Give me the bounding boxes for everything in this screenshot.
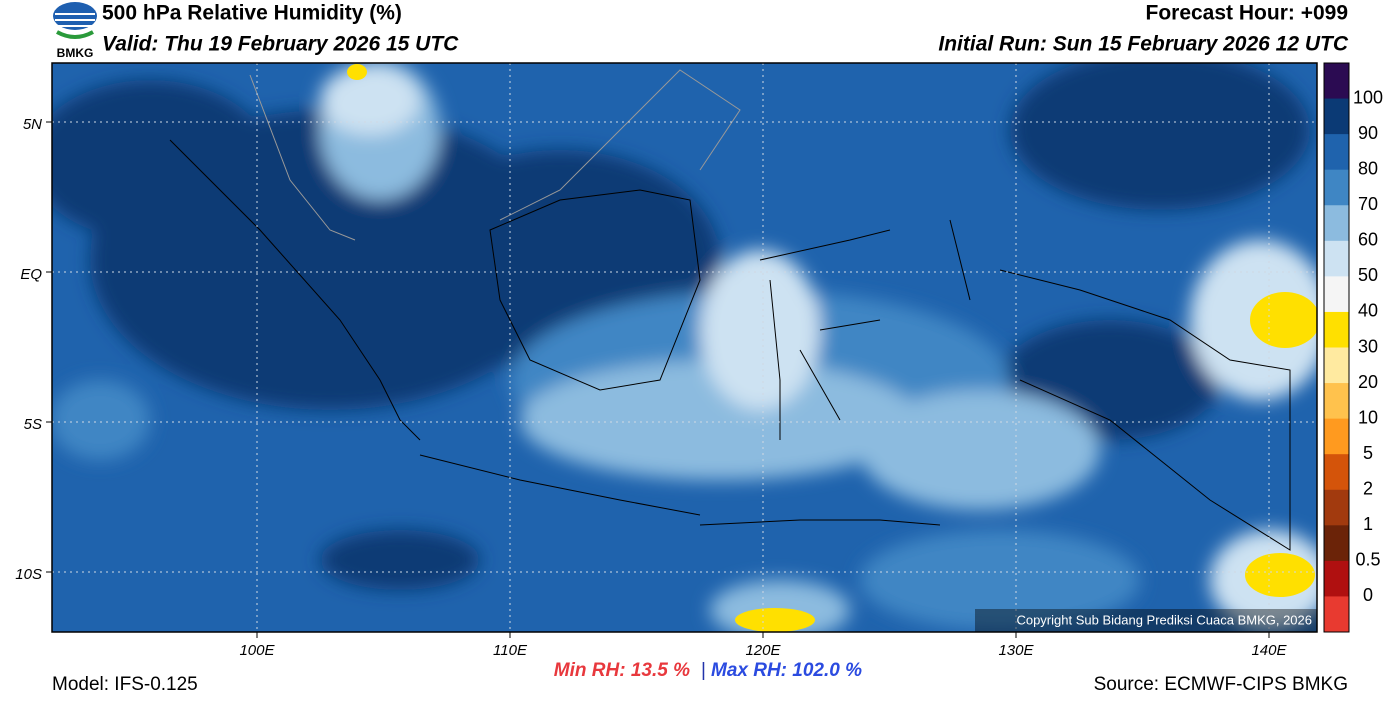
color-band (1324, 560, 1349, 597)
lon-label: 120E (745, 642, 781, 659)
colorbar-label: 30 (1358, 336, 1378, 356)
colorbar-label: 90 (1358, 123, 1378, 143)
source: Source: ECMWF-CIPS BMKG (1094, 674, 1348, 695)
lat-label: EQ (20, 266, 42, 283)
initial-run: Initial Run: Sun 15 February 2026 12 UTC (938, 33, 1348, 56)
color-band (1324, 383, 1349, 420)
separator: | (701, 660, 706, 681)
forecast-hour: Forecast Hour: +099 (1146, 2, 1349, 25)
color-band (1324, 418, 1349, 455)
color-band (1324, 205, 1349, 242)
colorbar-label: 1 (1363, 514, 1373, 534)
color-band (1324, 489, 1349, 526)
model: Model: IFS-0.125 (52, 674, 198, 695)
min-rh: Min RH: 13.5 % (554, 660, 690, 681)
color-band (1324, 596, 1349, 633)
max-rh: Max RH: 102.0 % (711, 660, 862, 681)
color-band (1324, 240, 1349, 277)
logo: BMKG (53, 2, 97, 60)
lon-label: 130E (998, 642, 1034, 659)
colorbar-label: 20 (1358, 372, 1378, 392)
color-band (1324, 134, 1349, 171)
title: 500 hPa Relative Humidity (%) (102, 2, 402, 25)
colorbar-label: 2 (1363, 479, 1373, 499)
colorbar-frame (1323, 62, 1350, 633)
color-band (1324, 98, 1349, 135)
lat-label: 5N (23, 116, 42, 133)
lat-label: 10S (15, 566, 42, 583)
colorbar-label: 40 (1358, 301, 1378, 321)
color-band (1324, 169, 1349, 206)
color-band (1324, 347, 1349, 384)
colorbar-label: 70 (1358, 194, 1378, 214)
color-band (1324, 454, 1349, 491)
humidity-field: Copyright Sub Bidang Prediksi Cuaca BMKG… (52, 63, 1317, 632)
copyright: Copyright Sub Bidang Prediksi Cuaca BMKG… (1016, 612, 1312, 627)
colorbar-label: 60 (1358, 230, 1378, 250)
color-band (1324, 525, 1349, 562)
valid-time: Valid: Thu 19 February 2026 15 UTC (102, 33, 459, 56)
lon-label: 100E (239, 642, 275, 659)
color-band (1324, 276, 1349, 313)
colorbar-label: 0.5 (1355, 550, 1380, 570)
lon-label: 110E (493, 642, 528, 659)
lon-label: 140E (1251, 642, 1287, 659)
lat-label: 5S (24, 416, 42, 433)
color-band (1324, 63, 1349, 100)
color-band (1324, 311, 1349, 348)
colorbar-label: 80 (1358, 158, 1378, 178)
colorbar-label: 5 (1363, 443, 1373, 463)
colorbar-label: 0 (1363, 585, 1373, 605)
colorbar-label: 100 (1353, 87, 1383, 107)
colorbar-label: 10 (1358, 407, 1378, 427)
colorbar-label: 50 (1358, 265, 1378, 285)
logo-text: BMKG (57, 46, 94, 60)
map-frame (51, 62, 1318, 633)
